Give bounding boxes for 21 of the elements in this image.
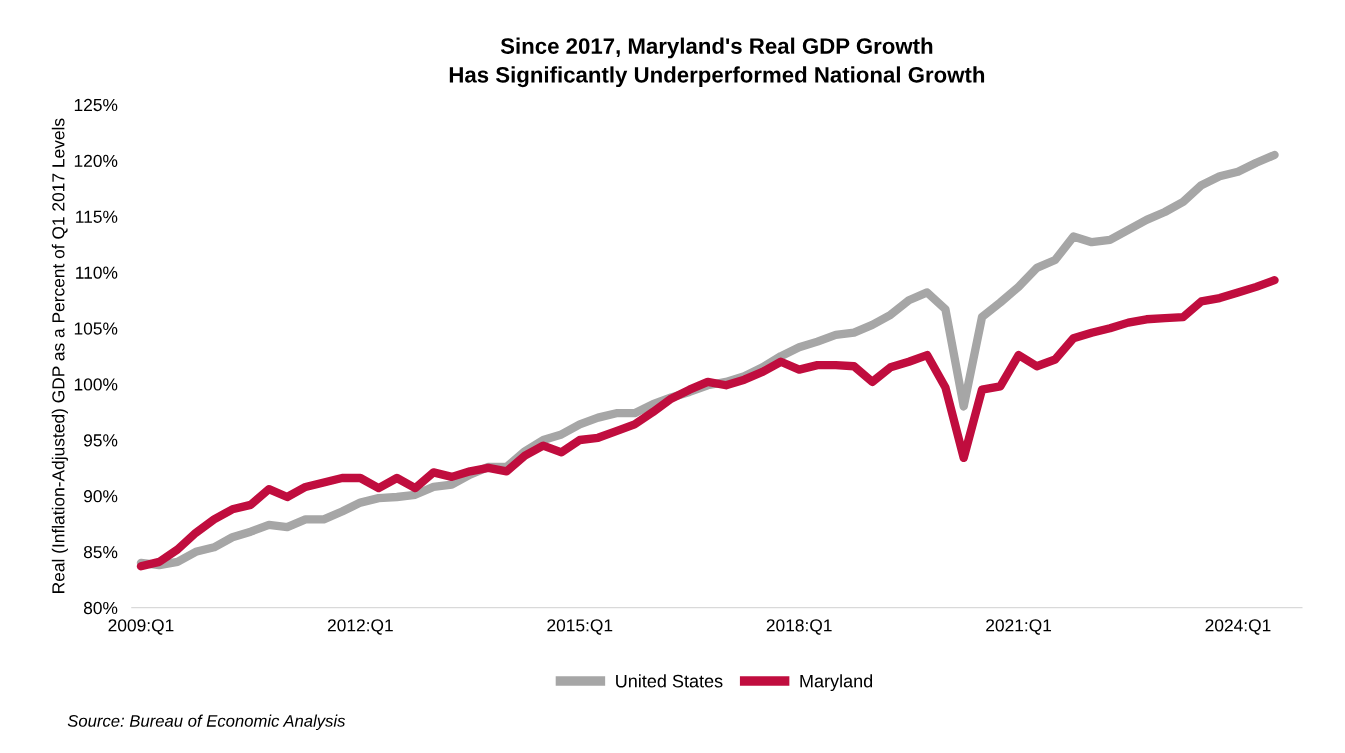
y-tick-label: 80% bbox=[83, 601, 118, 615]
x-tick-label: 2024:Q1 bbox=[1205, 619, 1271, 635]
x-tick-label: 2015:Q1 bbox=[547, 619, 613, 635]
y-tick-label: 90% bbox=[83, 490, 118, 503]
chart-title: Since 2017, Maryland's Real GDP Growth Has Significantly Underperformed National Growth bbox=[449, 37, 985, 88]
source-note: Source: Bureau of Economic Analysis bbox=[67, 714, 346, 731]
x-tick-label: 2009:Q1 bbox=[108, 619, 174, 635]
y-axis-title: Real (Inflation-Adjusted) GDP as a Percent of Q1 2017 Levels bbox=[51, 118, 68, 593]
y-tick-label: 105% bbox=[74, 322, 118, 335]
legend-label: United States bbox=[616, 674, 723, 688]
legend-label: Maryland bbox=[800, 674, 873, 692]
y-tick-label: 100% bbox=[74, 378, 118, 391]
y-tick-label: 115% bbox=[76, 210, 118, 223]
y-tick-label: 95% bbox=[83, 434, 118, 447]
y-tick-label: 110% bbox=[76, 266, 118, 279]
y-tick-label: 120% bbox=[74, 154, 118, 168]
x-tick-label: 2021:Q1 bbox=[986, 619, 1052, 635]
x-tick-label: 2012:Q1 bbox=[327, 619, 393, 635]
x-tick-label: 2018:Q1 bbox=[766, 619, 832, 635]
y-tick-label: 125% bbox=[74, 98, 118, 112]
y-tick-label: 85% bbox=[83, 545, 118, 559]
